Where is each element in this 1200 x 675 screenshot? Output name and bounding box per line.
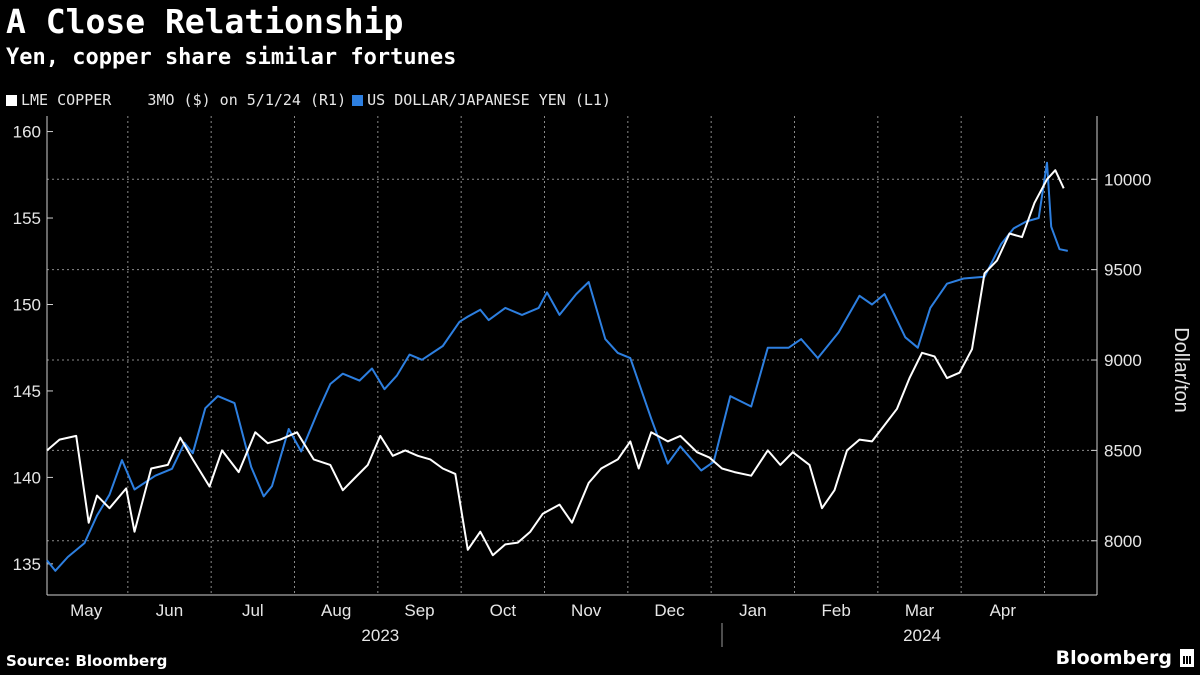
right-tick-label: 8000 [1104, 532, 1142, 551]
right-tick-label: 8500 [1104, 441, 1142, 460]
x-tick-label: Feb [822, 601, 851, 620]
legend-item-yen[interactable]: US DOLLAR/JAPANESE YEN (L1) [352, 91, 611, 109]
right-tick-label: 9500 [1104, 261, 1142, 280]
x-tick-label: Aug [321, 601, 351, 620]
left-tick-label: 140 [13, 468, 41, 487]
chart-title: A Close Relationship [6, 2, 404, 41]
left-tick-label: 155 [13, 209, 41, 228]
x-tick-label: Jul [242, 601, 264, 620]
bloomberg-chart-icon [1180, 649, 1194, 667]
legend-item-copper[interactable]: LME COPPER 3MO ($) on 5/1/24 (R1) [6, 91, 346, 109]
chart-subtitle: Yen, copper share similar fortunes [6, 45, 457, 70]
x-tick-label: May [70, 601, 103, 620]
x-tick-label: Dec [654, 601, 685, 620]
right-axis-title: Dollar/ton [1170, 327, 1192, 413]
x-tick-label: Jan [739, 601, 766, 620]
series-lines [46, 161, 1069, 572]
left-tick-label: 150 [13, 295, 41, 314]
left-tick-label: 135 [13, 555, 41, 574]
axis-labels: 135 140 145 150 155 160 8000 8500 9000 9500 10000 D… [13, 123, 1192, 645]
left-tick-label: 160 [13, 123, 41, 142]
x-tick-label: Apr [990, 601, 1017, 620]
brand-logo: Bloomberg [1056, 647, 1194, 669]
legend-swatch-copper [6, 94, 17, 106]
legend-swatch-yen [352, 94, 364, 106]
x-tick-label: Nov [571, 601, 602, 620]
year-label: 2023 [361, 626, 399, 645]
x-tick-label: Oct [490, 601, 517, 620]
right-tick-label: 10000 [1104, 170, 1151, 189]
x-tick-label: Jun [156, 601, 183, 620]
year-label: 2024 [903, 626, 941, 645]
legend-label-copper: LME COPPER 3MO ($) on 5/1/24 (R1) [21, 91, 347, 109]
right-tick-label: 9000 [1104, 351, 1142, 370]
source-note: Source: Bloomberg [6, 652, 168, 670]
legend: LME COPPER 3MO ($) on 5/1/24 (R1) US DOL… [6, 91, 611, 109]
x-tick-label: Mar [905, 601, 935, 620]
series-line-usdjpy[interactable] [46, 161, 1069, 572]
legend-label-yen: US DOLLAR/JAPANESE YEN (L1) [367, 91, 611, 109]
left-tick-label: 145 [13, 382, 41, 401]
series-line-copper[interactable] [46, 169, 1065, 557]
x-tick-label: Sep [404, 601, 434, 620]
brand-name: Bloomberg [1055, 647, 1172, 669]
axes [46, 116, 1098, 647]
